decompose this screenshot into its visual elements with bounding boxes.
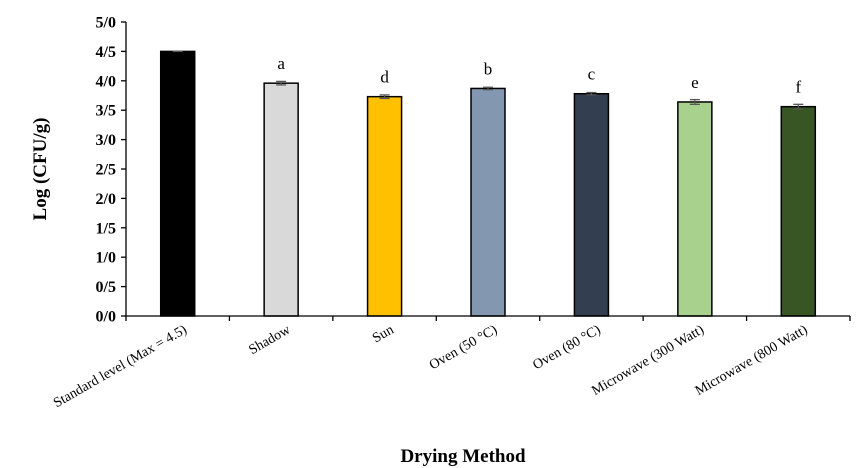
bar <box>677 101 713 317</box>
significance-letter: e <box>691 73 699 92</box>
y-tick-label: 0/0 <box>96 309 116 326</box>
y-tick-label: 0/5 <box>96 279 116 296</box>
y-axis-ticks: 0/0 0/5 1/0 1/5 2/0 2/5 3/0 3/5 4/0 4/5 5/0 <box>96 15 851 326</box>
x-axis-category-labels: Standard level (Max = 4.5) Shadow Sun Oven … <box>51 322 810 411</box>
x-axis-title: Drying Method <box>400 446 526 467</box>
x-category-label: Microwave (300 Watt) <box>589 322 707 399</box>
significance-letter: d <box>380 68 389 87</box>
y-tick-label: 2/5 <box>96 162 116 179</box>
bar <box>573 92 610 317</box>
x-category-label: Microwave (800 Watt) <box>693 322 811 399</box>
x-category-label: Oven (80 °C) <box>530 322 603 373</box>
y-tick-label: 4/5 <box>96 44 116 61</box>
error-bar <box>379 94 390 100</box>
significance-letter: f <box>795 78 801 97</box>
y-tick-label: 5/0 <box>96 15 116 32</box>
x-category-label: Shadow <box>247 322 294 358</box>
error-bar <box>689 98 700 105</box>
y-tick-label: 4/0 <box>96 73 116 90</box>
bar <box>159 50 196 317</box>
bar <box>780 105 817 317</box>
significance-letter: a <box>277 54 285 73</box>
error-bars <box>172 50 804 110</box>
y-tick-label: 2/0 <box>96 191 116 208</box>
y-tick-label: 3/5 <box>96 103 116 120</box>
significance-letter: c <box>588 65 596 84</box>
y-tick-label: 1/5 <box>96 220 116 237</box>
bar <box>263 82 299 317</box>
error-bar <box>276 80 287 86</box>
y-tick-label: 3/0 <box>96 132 116 149</box>
significance-labels: a d b c e f <box>277 54 801 97</box>
y-tick-label: 1/0 <box>96 250 116 267</box>
bar <box>470 87 506 317</box>
error-bar <box>586 91 597 96</box>
bar <box>366 95 403 317</box>
bars <box>159 50 817 317</box>
x-category-label: Sun <box>370 322 396 346</box>
x-category-label: Oven (50 °C) <box>427 322 500 373</box>
y-axis-title: Log (CFU/g) <box>30 118 51 221</box>
error-bar <box>483 86 493 91</box>
significance-letter: b <box>484 59 493 78</box>
x-category-label: Standard level (Max = 4.5) <box>51 322 190 411</box>
error-bar <box>793 103 804 110</box>
